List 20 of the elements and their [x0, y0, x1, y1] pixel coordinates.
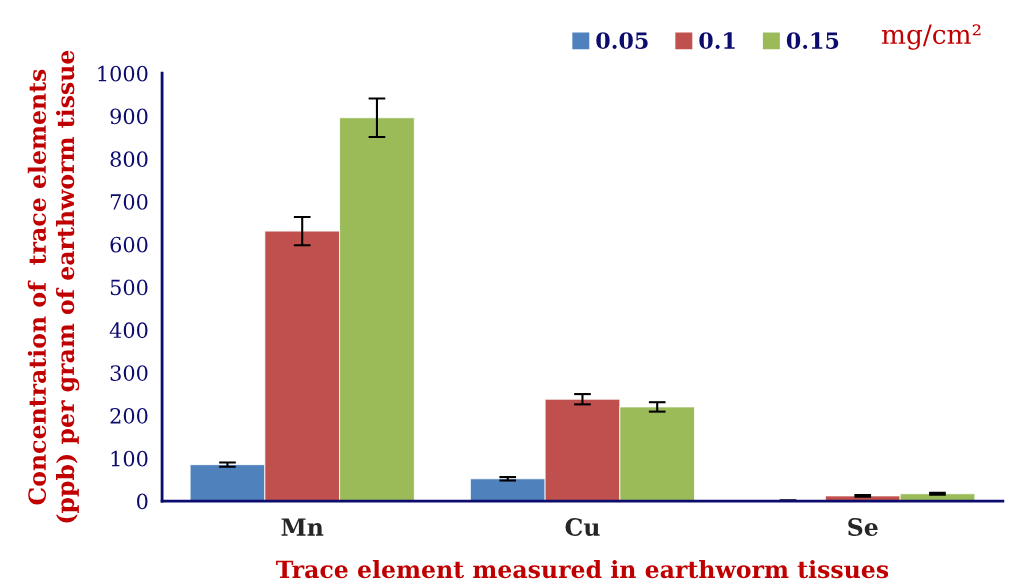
y-tick-label: 700	[110, 194, 148, 210]
y-tick-label: 400	[109, 322, 148, 339]
x-tick-label: Mn	[281, 518, 324, 536]
legend-label: 0.1	[699, 32, 735, 49]
y-tick-label: 200	[110, 407, 148, 424]
y-tick-label: 500	[110, 279, 148, 296]
y-tick-label: 1000	[98, 65, 148, 82]
y-axis-title: Concentration of trace elements (ppb) per gram of earthworm tissue	[27, 50, 80, 523]
x-axis-title: Trace element measured in earthworm tissues	[276, 559, 889, 579]
y-tick-label: 300	[110, 365, 148, 381]
legend-label: 0.15	[786, 32, 839, 49]
y-tick-label: 800	[110, 151, 148, 168]
x-tick-label: Cu	[565, 518, 600, 536]
legend-label: 0.05	[596, 32, 648, 49]
y-tick-label: 0	[137, 493, 148, 510]
y-tick-label: 100	[111, 450, 148, 467]
y-tick-label: 900	[110, 108, 148, 125]
x-tick-label: Se	[848, 518, 878, 536]
y-tick-label: 600	[110, 236, 148, 253]
legend-title: mg/cm²	[881, 24, 981, 50]
